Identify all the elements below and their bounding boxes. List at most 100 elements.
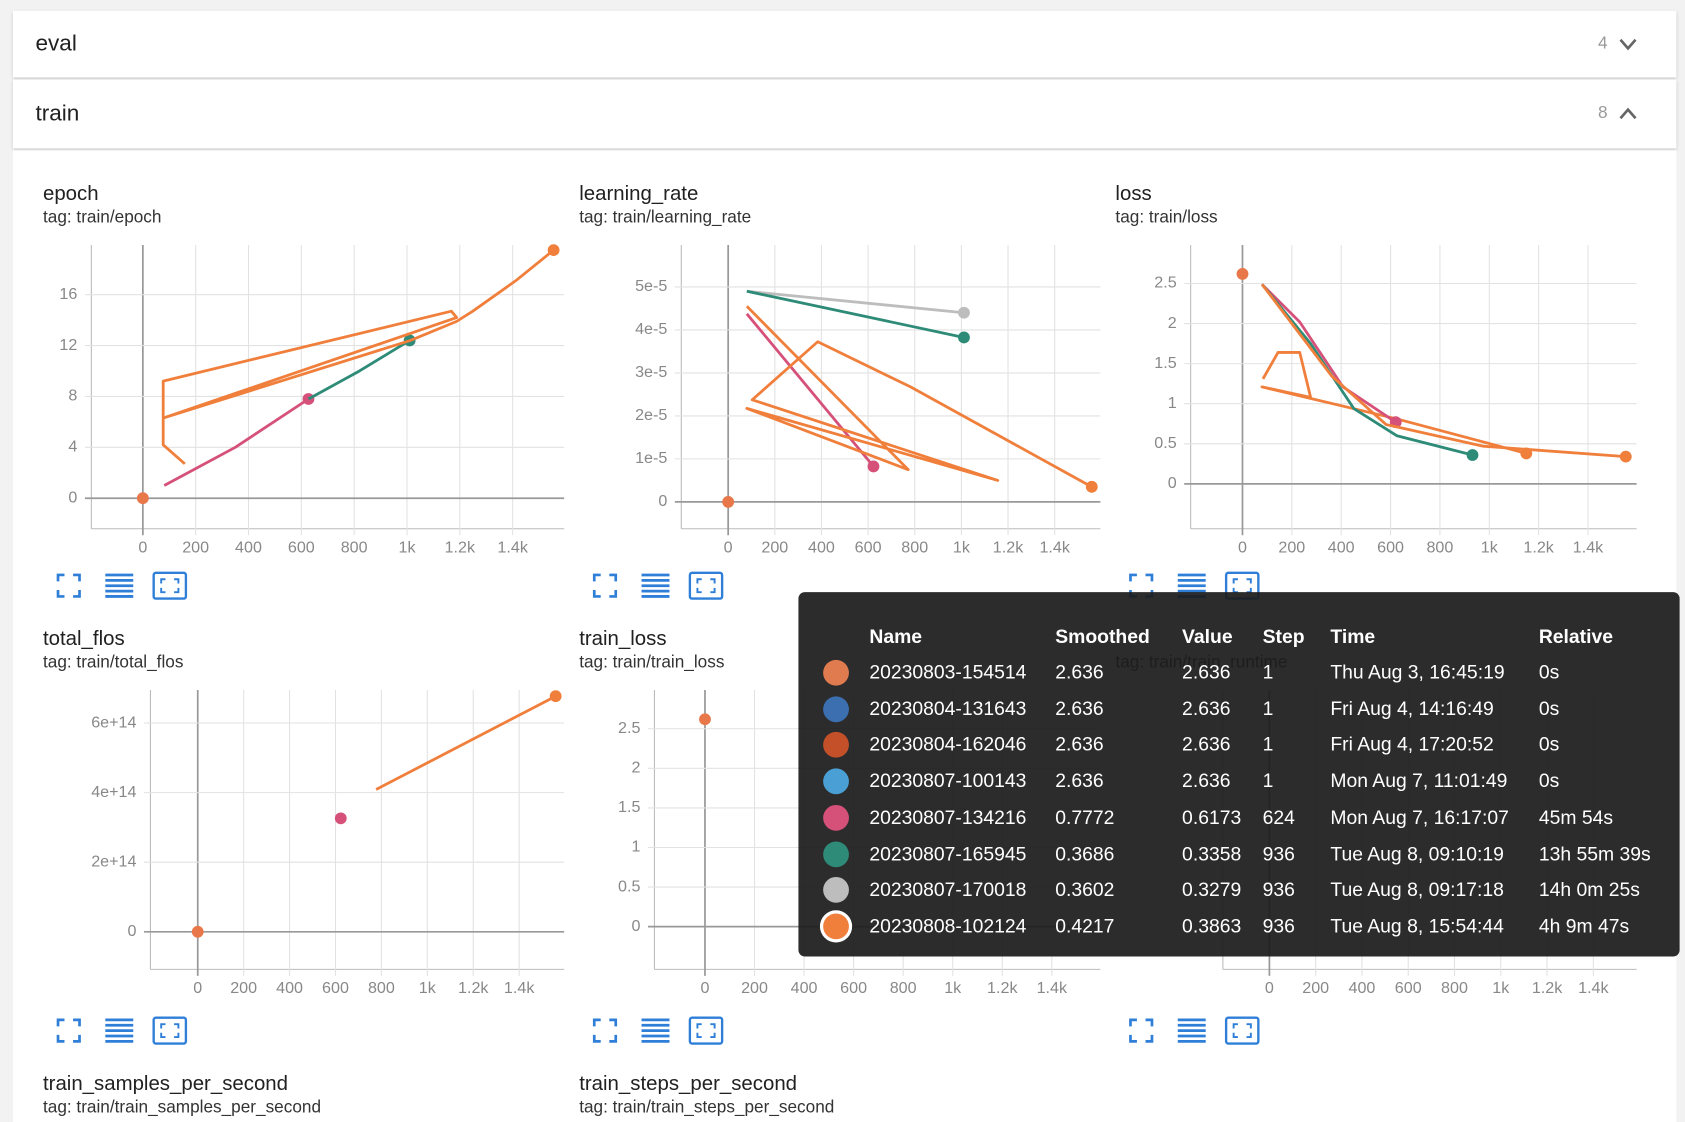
tooltip-smoothed: 0.4217 [1055,914,1115,937]
icon [592,573,618,598]
y-tick-label: 4e+14 [91,783,136,801]
x-tick-label: 400 [791,979,818,997]
x-tick-label: 600 [855,538,882,556]
data-table-button[interactable] [1177,1018,1206,1043]
y-tick-label: 1.5 [1154,354,1176,372]
tooltip-smoothed: 0.7772 [1055,806,1115,828]
fullscreen-button[interactable] [56,573,81,598]
data-table-button[interactable] [641,1018,670,1043]
icon [1129,573,1154,598]
x-tick-label: 0 [724,538,733,556]
x-tick-label: 400 [235,538,262,556]
x-tick-label: 1.4k [504,979,535,997]
icon [1232,578,1252,594]
data-table-button[interactable] [105,573,134,598]
tooltip-smoothed: 2.636 [1055,697,1104,720]
x-tick-label: 800 [890,979,917,997]
x-tick-label: 1.2k [987,979,1018,997]
fullscreen-button[interactable] [1129,1018,1154,1043]
run-color-dot [823,659,849,686]
tooltip-smoothed: 0.3602 [1055,878,1115,901]
fullscreen-button[interactable] [56,1018,81,1043]
tooltip-time: Tue Aug 8, 15:54:44 [1330,914,1504,937]
y-tick-label: 0 [631,917,640,935]
x-tick-label: 600 [288,538,315,556]
series-end-dot [547,244,560,257]
section-count: 4 [1598,34,1608,53]
tooltip-time: Fri Aug 4, 14:16:49 [1330,697,1494,720]
tooltip-name: 20230803-154514 [869,661,1027,683]
panel-title: train_samples_per_second [43,1073,288,1095]
y-tick-label: 0 [128,922,137,940]
x-tick-label: 200 [1302,979,1329,997]
x-tick-label: 400 [276,979,303,997]
expand-chevron[interactable] [1618,34,1637,53]
x-tick-label: 1.4k [1037,979,1068,997]
x-tick-label: 1k [944,979,962,997]
fullscreen-button[interactable] [592,1018,618,1043]
tooltip-time: Tue Aug 8, 09:10:19 [1330,842,1504,865]
fit-domain-button[interactable] [688,1016,724,1045]
tooltip-value: 2.636 [1182,770,1231,792]
fullscreen-button[interactable] [592,573,618,598]
fit-domain-button[interactable] [1224,1016,1260,1045]
data-table-button[interactable] [105,1018,134,1043]
series-end-dot [136,492,149,505]
collapse-chevron[interactable] [1618,104,1637,123]
tooltip-step: 936 [1262,842,1295,865]
icon [688,1016,724,1045]
tooltip-header: Value [1182,626,1233,648]
data-table-button[interactable] [641,573,670,598]
train-section-header[interactable]: train 8 [12,79,1677,149]
tooltip-name: 20230807-170018 [869,878,1027,901]
fullscreen-button[interactable] [1129,573,1154,598]
tooltip-name: 20230804-131643 [869,697,1027,720]
fit-domain-button[interactable] [152,1016,188,1045]
y-tick-label: 0 [1168,474,1177,492]
x-tick-label: 800 [368,979,395,997]
section-count: 8 [1598,104,1608,123]
y-tick-label: 16 [59,285,77,303]
y-tick-label: 1 [1168,394,1177,412]
run-color-dot [823,877,849,903]
tooltip-header: Relative [1538,626,1614,648]
fit-domain-button[interactable] [688,571,724,600]
tooltip-header: Time [1330,626,1376,648]
tooltip-relative: 4h 9m 47s [1538,914,1630,937]
series-line [1260,283,1397,424]
tooltip-relative: 0s [1538,661,1560,683]
series-end-dot [867,460,880,473]
run-color-dot [823,840,849,867]
icon [696,578,716,594]
x-tick-label: 0 [138,538,147,556]
panel-title: epoch [43,183,99,205]
y-tick-label: 2e-5 [635,406,667,424]
tooltip-value: 2.636 [1182,733,1231,756]
tooltip-step: 1 [1262,661,1274,683]
panel-tag: tag: train/loss [1115,207,1217,227]
y-tick-label: 2.5 [618,719,640,737]
x-tick-label: 1k [1492,979,1510,997]
x-tick-label: 400 [1349,979,1376,997]
series-end-dot [1466,449,1479,461]
icon [56,1018,81,1043]
tooltip-name: 20230808-102124 [869,914,1027,937]
tooltip-step: 1 [1262,733,1274,756]
tooltip-relative: 0s [1538,770,1560,792]
run-color-dot [823,913,849,940]
run-color-dot [823,732,849,759]
eval-section-header[interactable]: eval 4 [12,10,1677,78]
series-line [746,289,965,315]
series-line [163,397,310,487]
y-tick-label: 3e-5 [635,363,667,381]
tooltip-relative: 14h 0m 25s [1538,878,1640,901]
fit-domain-button[interactable] [152,571,188,600]
tooltip-value: 0.3358 [1182,842,1242,865]
series-end-dot [722,495,735,508]
tooltip-smoothed: 2.636 [1055,770,1104,792]
tooltip-step: 624 [1262,806,1295,828]
x-tick-label: 200 [761,538,788,556]
y-tick-label: 2 [631,759,640,777]
y-tick-label: 2.5 [1154,274,1176,292]
series-end-dot [191,925,204,938]
